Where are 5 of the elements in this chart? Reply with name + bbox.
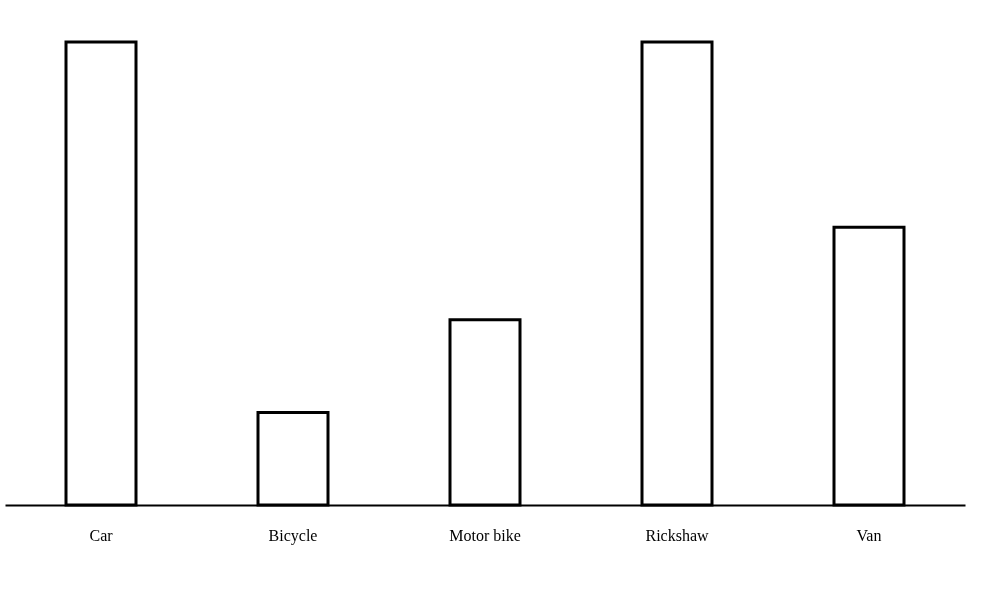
x-tick-label: Motor bike: [449, 526, 521, 544]
x-tick-label: Car: [89, 526, 114, 544]
x-tick-label: Van: [856, 526, 882, 544]
x-tick-label: Rickshaw: [645, 526, 709, 544]
x-tick-label: Bicycle: [268, 526, 318, 545]
